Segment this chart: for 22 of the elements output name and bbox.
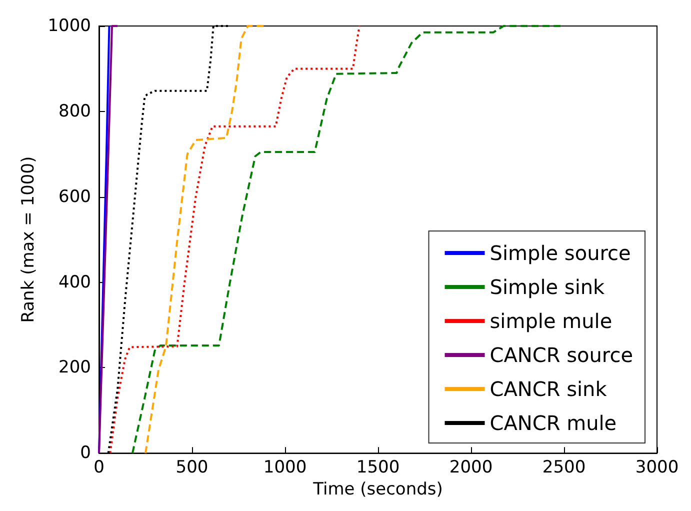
y-axis-title: Rank (max = 1000) [18,156,38,323]
legend-label: CANCR source [490,343,634,367]
legend-label: Simple sink [490,275,606,299]
y-tick-label: 800 [58,101,91,122]
y-tick-label: 200 [58,358,91,378]
x-axis-title: Time (seconds) [312,480,443,500]
legend-label: simple mule [490,309,612,333]
y-tick-label: 400 [58,272,91,292]
legend-label: CANCR sink [490,377,608,401]
y-tick-label: 600 [58,186,91,207]
line-series [109,25,360,454]
y-tick-label: 1000 [48,16,91,36]
x-tick-label: 0 [94,458,104,478]
legend-label: Simple source [490,241,631,265]
y-tick-label: 0 [80,443,91,464]
x-tick-label: 3000 [635,458,679,478]
x-tick-label: 1000 [263,458,307,478]
legend-label: CANCR mule [490,411,617,435]
x-tick-label: 500 [176,458,208,478]
x-tick-label: 2500 [542,458,586,478]
x-tick-label: 1500 [356,458,400,478]
x-tick-label: 2000 [449,458,493,478]
